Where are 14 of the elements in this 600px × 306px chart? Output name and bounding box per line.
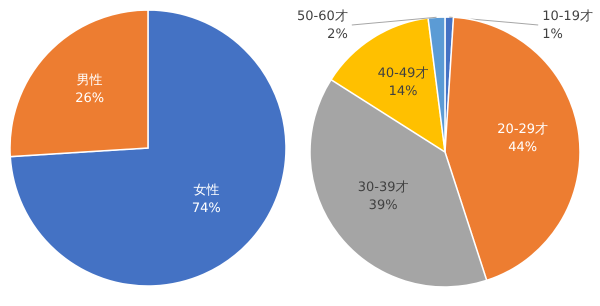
data-label: 74%: [192, 200, 221, 216]
slice-label: 男性: [76, 73, 103, 88]
slice-label: 40-49才: [378, 66, 428, 81]
slice-label: 30-39才: [358, 180, 409, 195]
slice-label: 20-29才: [497, 122, 548, 138]
data-label: 1%: [542, 27, 563, 42]
data-label: 26%: [75, 91, 104, 106]
data-label: 2%: [327, 27, 348, 42]
slice-label: 女性: [193, 182, 220, 198]
data-label: 44%: [508, 140, 538, 156]
slice-label: 50-60才: [297, 9, 348, 24]
data-label: 14%: [388, 84, 418, 99]
slice-label: 10-19才: [542, 9, 593, 24]
data-label: 39%: [368, 198, 398, 213]
